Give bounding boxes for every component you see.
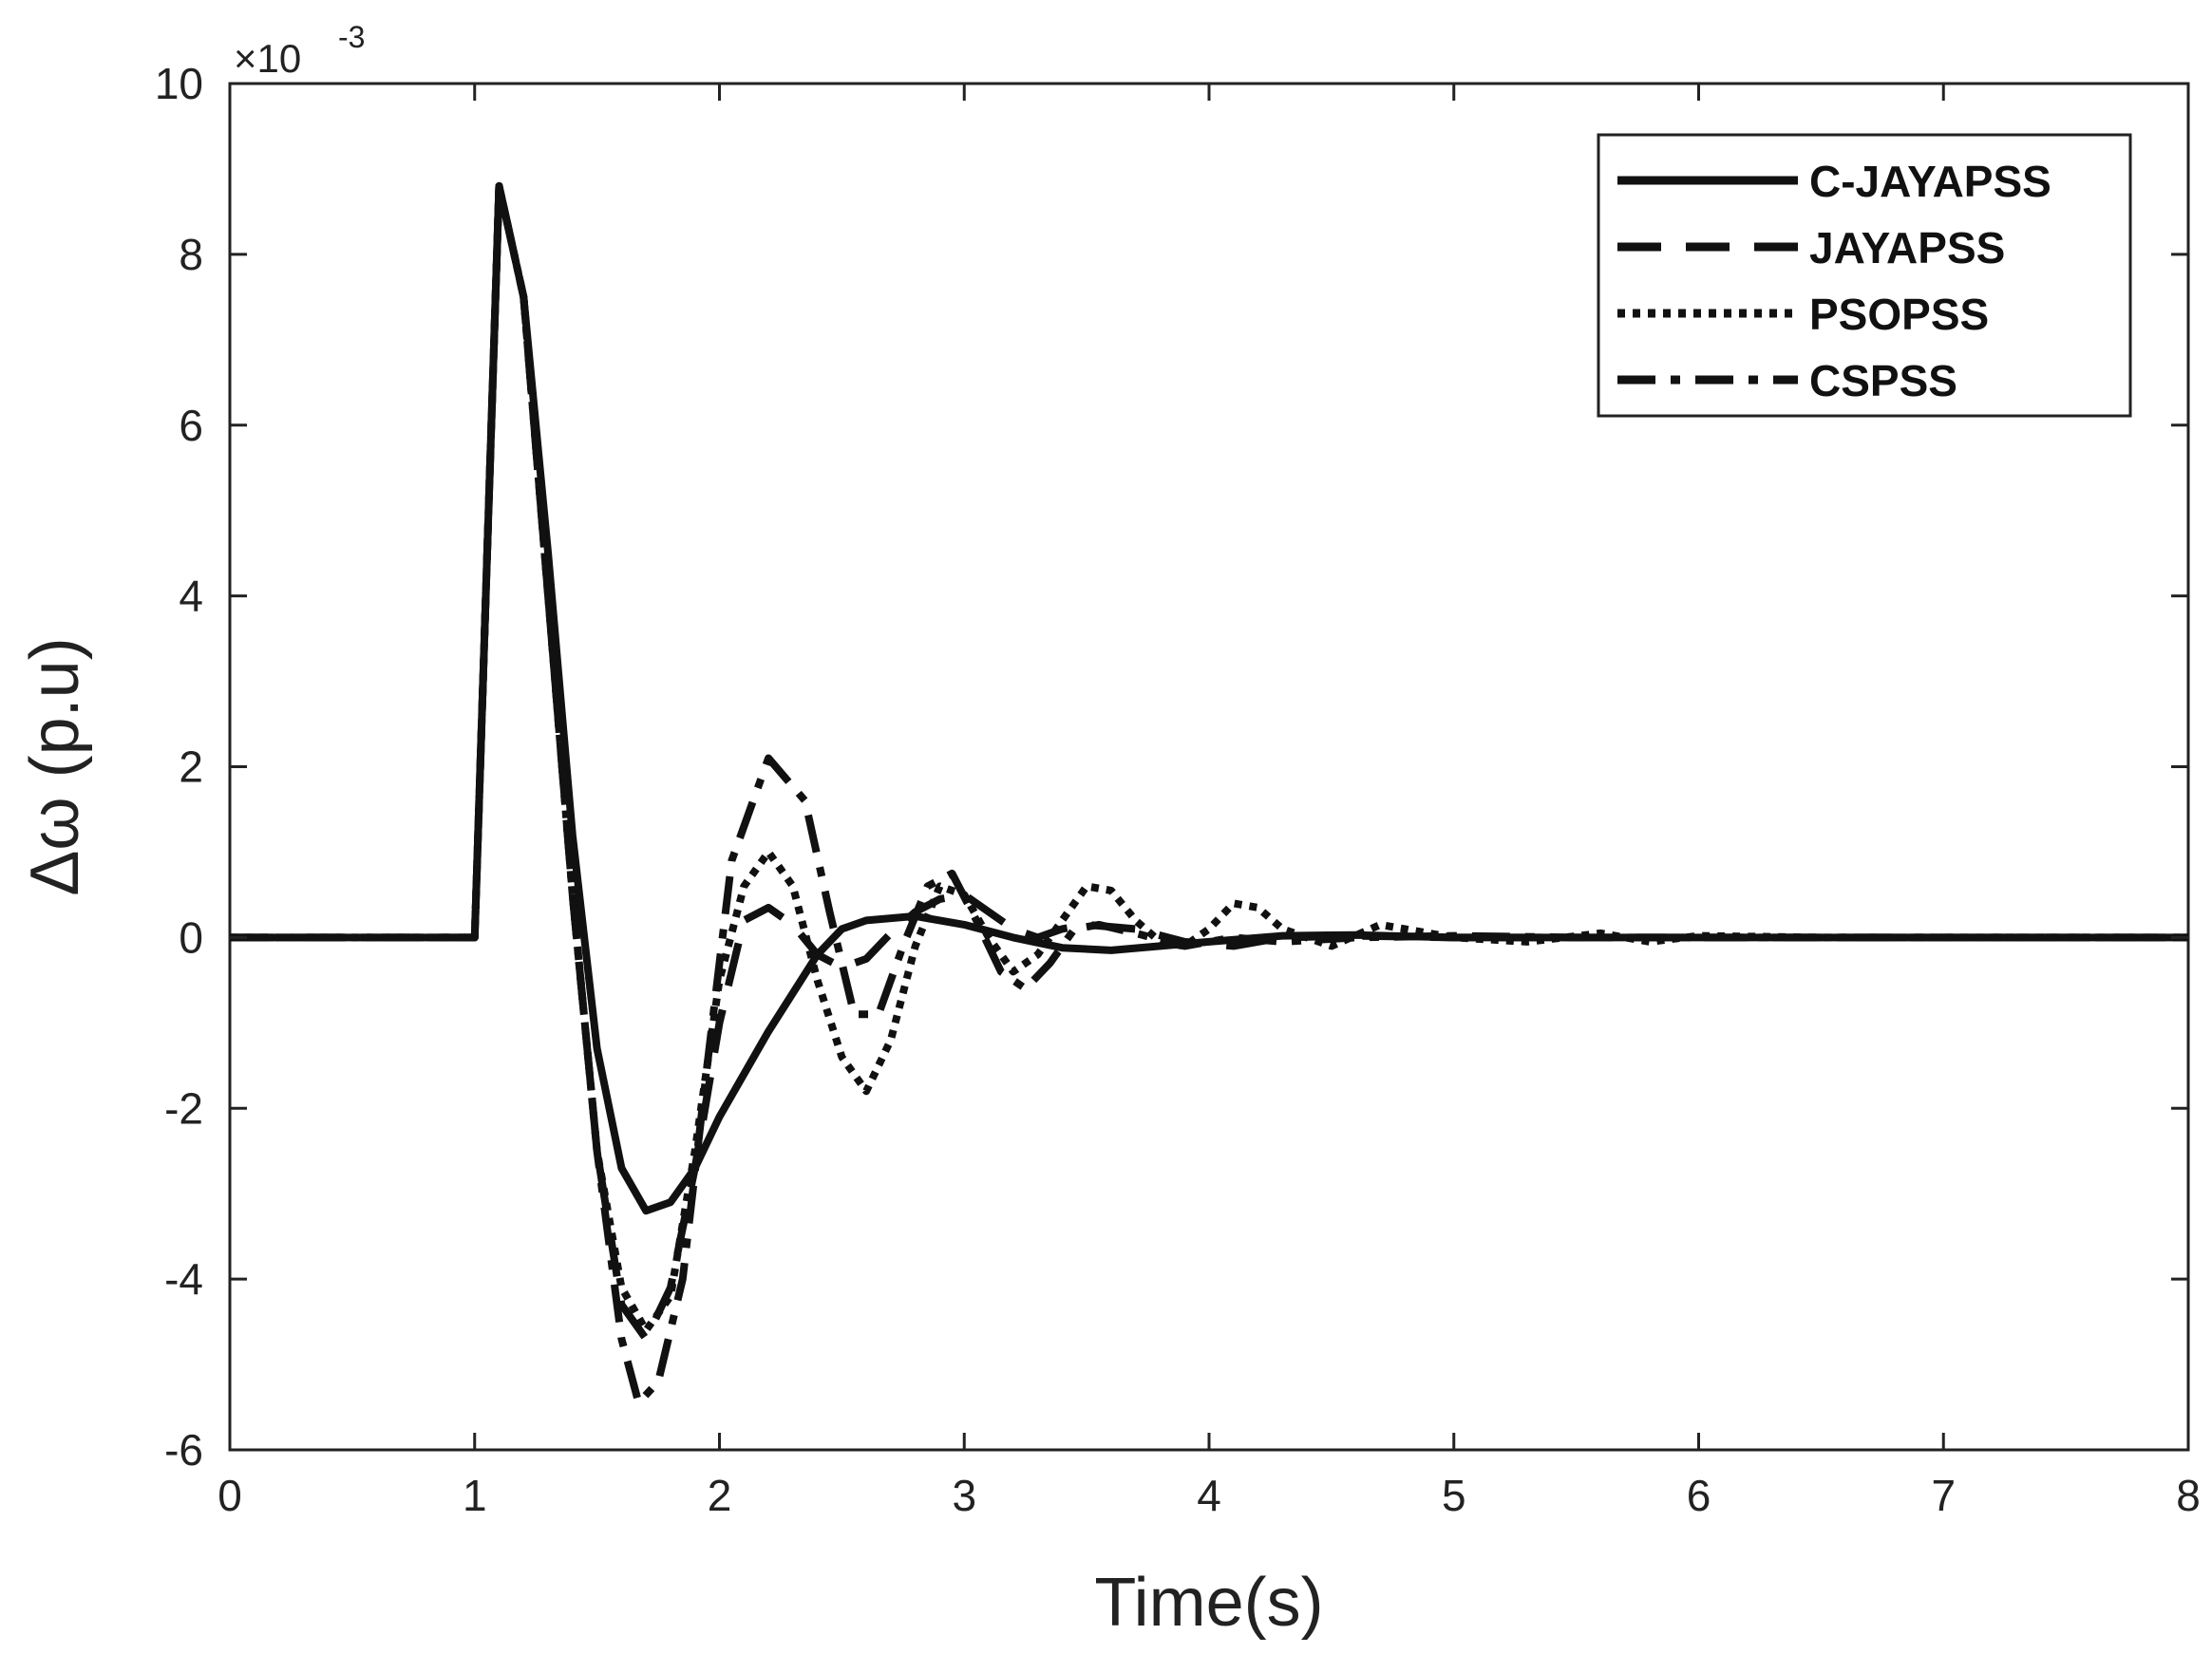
- y-tick-label: -4: [164, 1254, 203, 1304]
- y-tick-label: 2: [179, 742, 203, 792]
- legend: C-JAYAPSS JAYAPSS PSOPSS CSPSS: [1597, 133, 2132, 418]
- legend-label-c-jayapss: C-JAYAPSS: [1809, 157, 2051, 206]
- y-tick-label: 10: [155, 59, 203, 108]
- legend-label-psopss: PSOPSS: [1809, 290, 1989, 339]
- legend-label-jayapss: JAYAPSS: [1809, 223, 2005, 273]
- y-tick-label: 6: [179, 401, 203, 450]
- x-tick-label: 6: [1687, 1471, 1711, 1520]
- y-axis-label: Δω (p.u): [17, 637, 93, 895]
- y-tick-label: -2: [164, 1083, 203, 1133]
- series-layer: [230, 181, 2188, 1407]
- y-tick-label: 0: [179, 912, 203, 962]
- legend-label-cspss: CSPSS: [1809, 356, 1957, 405]
- y-axis-ticks: -6 -4 -2 0 2 4 6 8 10: [155, 59, 2188, 1475]
- series-line-jayapss: [230, 181, 2188, 1344]
- y-exponent-power: -3: [338, 20, 365, 54]
- x-tick-label: 3: [952, 1471, 976, 1520]
- x-tick-label: 5: [1442, 1471, 1466, 1520]
- y-tick-label: 8: [179, 230, 203, 279]
- x-axis-label: Time(s): [1094, 1565, 1323, 1641]
- series-line-cspss: [230, 181, 2188, 1407]
- x-tick-label: 1: [463, 1471, 487, 1520]
- y-tick-label: 4: [179, 572, 203, 621]
- x-axis-ticks: 0 1 2 3 4 5 6 7 8: [217, 84, 2201, 1520]
- x-tick-label: 0: [217, 1471, 242, 1520]
- x-tick-label: 8: [2176, 1471, 2201, 1520]
- y-exponent-base: ×10: [234, 36, 301, 81]
- x-tick-label: 4: [1197, 1471, 1221, 1520]
- y-axis-exponent: ×10 -3: [234, 20, 365, 81]
- x-tick-label: 2: [708, 1471, 732, 1520]
- y-tick-label: -6: [164, 1425, 203, 1475]
- x-tick-label: 7: [1931, 1471, 1956, 1520]
